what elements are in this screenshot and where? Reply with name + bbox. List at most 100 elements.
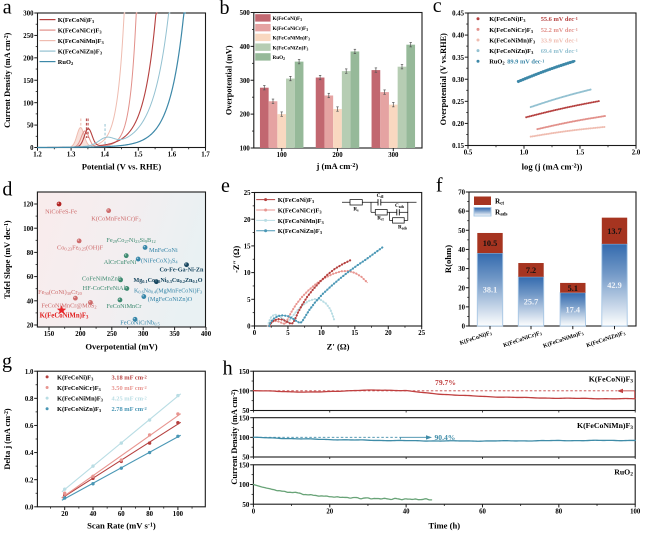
svg-text:Potential (V vs. RHE): Potential (V vs. RHE) — [82, 162, 162, 172]
svg-text:1.5: 1.5 — [134, 152, 143, 159]
svg-text:80: 80 — [146, 511, 153, 518]
svg-text:0: 0 — [247, 324, 251, 331]
svg-text:K(FeCoNi)F3: K(FeCoNi)F3 — [57, 374, 94, 381]
svg-text:0.35: 0.35 — [452, 55, 464, 62]
svg-text:4.25 mF cm-2: 4.25 mF cm-2 — [112, 395, 148, 402]
svg-text:R(ohm): R(ohm) — [443, 245, 453, 273]
svg-text:g: g — [2, 351, 12, 373]
svg-text:Cads: Cads — [395, 203, 405, 209]
svg-text:K(FeCoNi)F3: K(FeCoNi)F3 — [489, 16, 526, 23]
svg-text:30: 30 — [458, 266, 465, 273]
svg-text:1.5: 1.5 — [576, 150, 585, 157]
svg-text:100: 100 — [277, 152, 288, 159]
svg-text:j (mA cm-2): j (mA cm-2) — [316, 161, 359, 171]
svg-text:Overpotential (mV): Overpotential (mV) — [85, 342, 157, 352]
svg-text:K(CoMnFeNiCr)F3: K(CoMnFeNiCr)F3 — [91, 216, 141, 223]
svg-text:15: 15 — [351, 330, 358, 337]
svg-text:Fe29Co27Ni23Si9B12: Fe29Co27Ni23Si9B12 — [106, 237, 155, 244]
svg-text:0.45: 0.45 — [452, 11, 464, 18]
svg-text:(MgFeCoNiZn)O: (MgFeCoNiZn)O — [148, 296, 193, 303]
svg-text:NiCoFeS-Fe: NiCoFeS-Fe — [45, 209, 77, 216]
svg-text:Rs: Rs — [353, 206, 359, 212]
svg-text:250: 250 — [23, 33, 34, 40]
svg-text:350: 350 — [169, 331, 180, 338]
svg-text:90.4%: 90.4% — [435, 433, 456, 442]
svg-text:e: e — [221, 175, 230, 197]
svg-text:K(FeCoNiZn)F3: K(FeCoNiZn)F3 — [273, 45, 309, 52]
svg-text:Fe50(CoNi)30Cr20: Fe50(CoNi)30Cr20 — [38, 289, 82, 296]
svg-text:400: 400 — [201, 331, 212, 338]
svg-text:0.8: 0.8 — [25, 396, 34, 403]
svg-text:100: 100 — [239, 434, 250, 442]
svg-text:40: 40 — [90, 511, 97, 518]
svg-text:RuO2: RuO2 — [58, 59, 74, 66]
svg-text:3.50 mF cm-2: 3.50 mF cm-2 — [112, 385, 148, 392]
svg-text:Current Density (mA cm-2): Current Density (mA cm-2) — [3, 32, 12, 127]
svg-text:20: 20 — [326, 508, 333, 515]
svg-text:0: 0 — [253, 330, 257, 337]
svg-text:100: 100 — [173, 511, 184, 518]
svg-text:500: 500 — [240, 10, 251, 17]
svg-text:0.0: 0.0 — [25, 504, 34, 511]
svg-text:Overpotential (V vs.RHE): Overpotential (V vs.RHE) — [439, 33, 448, 125]
svg-text:Co-Fe-Ga-Ni-Zn: Co-Fe-Ga-Ni-Zn — [160, 267, 205, 274]
svg-text:K(FeCoNiCr)F3: K(FeCoNiCr)F3 — [57, 385, 102, 392]
svg-text:FeCoNiMnCr@MoS2: FeCoNiMnCr@MoS2 — [41, 303, 96, 310]
svg-text:1.4: 1.4 — [100, 152, 109, 159]
svg-text:K(FeCoNiMn)F3: K(FeCoNiMn)F3 — [577, 421, 633, 431]
svg-text:Delta j (mA cm-2): Delta j (mA cm-2) — [3, 408, 12, 470]
svg-text:Tafel Slope (mV dec-1): Tafel Slope (mV dec-1) — [3, 220, 12, 299]
svg-text:K(FeCoNiCr)F3: K(FeCoNiCr)F3 — [273, 25, 309, 32]
svg-text:RuO2: RuO2 — [273, 55, 286, 61]
svg-text:70: 70 — [458, 190, 465, 197]
svg-text:Scan Rate (mV s-1): Scan Rate (mV s-1) — [87, 521, 156, 531]
svg-text:69.4 mV dec-1: 69.4 mV dec-1 — [541, 48, 578, 55]
svg-text:200: 200 — [332, 152, 343, 159]
svg-text:K(FeCoNi)F3: K(FeCoNi)F3 — [278, 197, 315, 204]
svg-text:Overpotential (mV): Overpotential (mV) — [224, 45, 233, 115]
svg-text:0.15: 0.15 — [452, 143, 464, 150]
svg-text:K(FeCoNiMn)F3: K(FeCoNiMn)F3 — [40, 312, 89, 320]
svg-text:MnFeCoNi: MnFeCoNi — [149, 247, 178, 254]
svg-text:1.0: 1.0 — [520, 150, 529, 157]
svg-text:(NiFeCoX)3S4: (NiFeCoX)3S4 — [141, 258, 178, 265]
svg-text:100: 100 — [23, 226, 34, 233]
svg-text:300: 300 — [240, 78, 251, 85]
svg-text:200: 200 — [23, 55, 34, 62]
svg-text:25: 25 — [418, 330, 425, 337]
svg-text:60: 60 — [118, 511, 125, 518]
svg-text:Current Density (mA cm-2): Current Density (mA cm-2) — [230, 389, 239, 484]
svg-text:50: 50 — [242, 501, 250, 509]
svg-text:Co0.23Fe0.25(OH)F: Co0.23Fe0.25(OH)F — [57, 245, 103, 252]
svg-text:K(FeCoNiZn)F3: K(FeCoNiZn)F3 — [58, 49, 103, 56]
svg-text:K(FeCoNiZn)F3: K(FeCoNiZn)F3 — [489, 48, 534, 55]
svg-text:1.3: 1.3 — [67, 152, 76, 159]
svg-text:150: 150 — [44, 331, 55, 338]
svg-text:Cdl: Cdl — [377, 193, 384, 199]
svg-text:K(FeCoNiCr)F3: K(FeCoNiCr)F3 — [278, 207, 323, 214]
svg-text:40: 40 — [27, 298, 34, 305]
svg-text:Rct: Rct — [377, 216, 384, 222]
svg-text:20: 20 — [61, 511, 68, 518]
svg-text:0.25: 0.25 — [452, 99, 464, 106]
svg-text:60: 60 — [479, 508, 486, 515]
svg-text:52.2 mV dec-1: 52.2 mV dec-1 — [541, 27, 578, 34]
svg-text:42.9: 42.9 — [607, 281, 622, 290]
svg-text:1.0: 1.0 — [25, 369, 34, 376]
svg-text:150: 150 — [239, 414, 250, 422]
svg-text:0: 0 — [252, 508, 256, 515]
svg-text:400: 400 — [240, 44, 251, 51]
svg-text:RuO2: RuO2 — [489, 59, 505, 66]
svg-text:300: 300 — [138, 331, 149, 338]
svg-text:f: f — [436, 175, 443, 197]
svg-text:50: 50 — [458, 228, 465, 235]
svg-text:K(FeCoNiMn)F3: K(FeCoNiMn)F3 — [58, 38, 105, 45]
svg-text:250: 250 — [107, 331, 118, 338]
svg-text:0.30: 0.30 — [452, 77, 464, 84]
svg-text:100: 100 — [239, 388, 250, 396]
svg-text:K(FeCoNiMn)F3: K(FeCoNiMn)F3 — [57, 396, 104, 403]
svg-text:0.4: 0.4 — [25, 450, 34, 457]
svg-text:89.9 mV dec-1: 89.9 mV dec-1 — [507, 58, 544, 65]
svg-text:Rads: Rads — [495, 209, 508, 218]
svg-text:K(FeCoNi)F3: K(FeCoNi)F3 — [58, 17, 95, 24]
